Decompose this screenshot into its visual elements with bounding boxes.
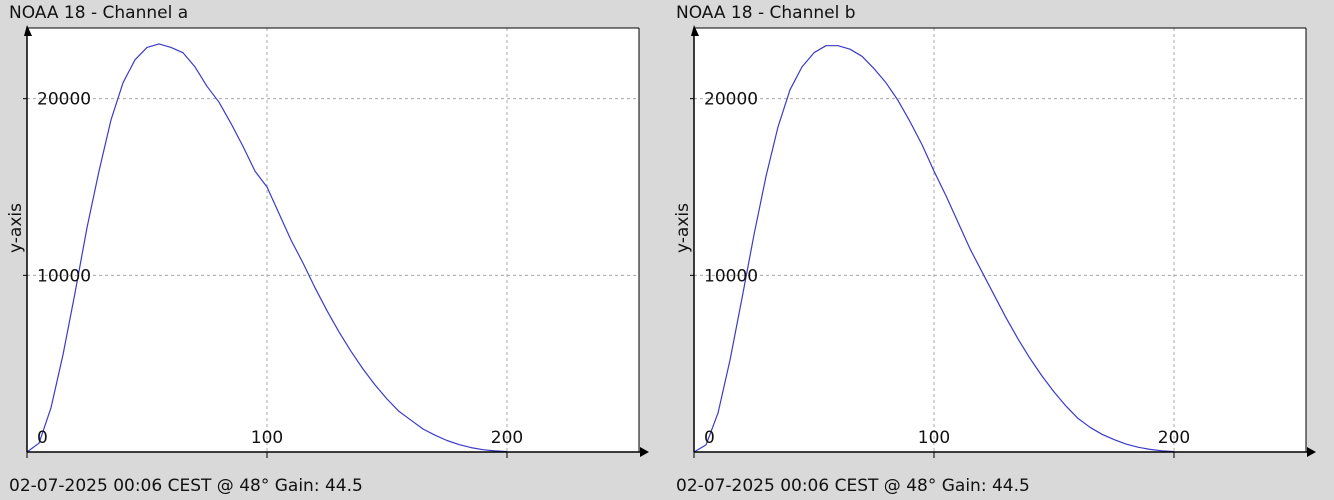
chart-plot: 0 100 200 10000 20000 y-axis: [673, 25, 1316, 458]
chart-title: NOAA 18 - Channel a: [9, 3, 189, 23]
chart-panel-channel-a: NOAA 18 - Channel a 0 100 200 10000 20000 y-a…: [6, 3, 649, 496]
series-line: [693, 45, 1175, 453]
y-tick-label: 20000: [704, 90, 758, 110]
x-tick-label: 200: [1158, 428, 1190, 448]
x-axis-arrow: [640, 447, 649, 457]
chart-plot: 0 100 200 10000 20000 y-axis: [6, 25, 649, 458]
plot-area: [694, 28, 1306, 452]
x-tick-label: 100: [251, 428, 283, 448]
x-tick-label: 100: [918, 428, 950, 448]
x-axis-arrow: [1307, 447, 1316, 457]
y-axis-label: y-axis: [6, 203, 26, 253]
y-axis-arrow: [24, 25, 32, 36]
y-axis-label: y-axis: [673, 203, 693, 253]
chart-title: NOAA 18 - Channel b: [676, 3, 856, 23]
plot-area: [27, 28, 639, 452]
x-tick-label: 200: [491, 428, 523, 448]
chart-footer: 02-07-2025 00:06 CEST @ 48° Gain: 44.5: [9, 476, 363, 496]
x-tick-label: 0: [37, 428, 48, 448]
y-tick-label: 10000: [37, 266, 91, 286]
series-line: [26, 43, 508, 453]
y-tick-label: 20000: [37, 90, 91, 110]
x-tick-label: 0: [704, 428, 715, 448]
chart-footer: 02-07-2025 00:06 CEST @ 48° Gain: 44.5: [676, 476, 1030, 496]
y-tick-label: 10000: [704, 266, 758, 286]
y-axis-arrow: [691, 25, 699, 36]
chart-panel-channel-b: NOAA 18 - Channel b 0 100 200 10000 20000 y-a…: [667, 0, 1334, 500]
